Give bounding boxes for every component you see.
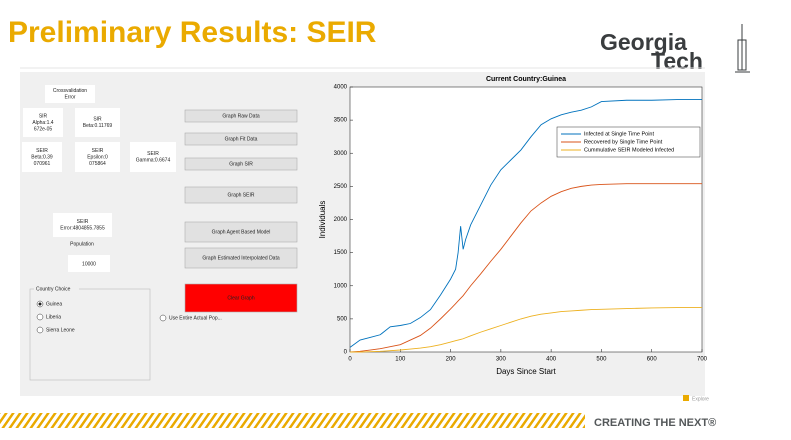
gui-text: SIR — [39, 113, 48, 119]
gui-text: 10000 — [82, 261, 96, 267]
y-tick-label: 3500 — [334, 118, 348, 124]
chart-title: Current Country:Guinea — [486, 76, 566, 83]
tab-label[interactable]: Explore — [692, 396, 709, 402]
button-label[interactable]: Graph Raw Data — [222, 113, 259, 119]
x-tick-label: 300 — [496, 357, 507, 363]
logo-text: Georgia — [600, 29, 687, 55]
gui: CrossvalidationErrorSIRAlpha:1.4672e-05S… — [22, 85, 298, 381]
y-tick-label: 2000 — [334, 217, 348, 223]
y-tick-label: 4000 — [334, 85, 348, 91]
button[interactable] — [184, 221, 298, 243]
gui-text: SEIR — [77, 219, 89, 225]
footer-text: CREATING THE NEXT® — [594, 417, 716, 429]
button[interactable] — [184, 109, 298, 123]
group-box — [29, 288, 151, 381]
gui-text: 672e-05 — [34, 126, 53, 132]
x-tick-label: 500 — [596, 357, 607, 363]
y-tick-label: 500 — [337, 316, 348, 322]
series-line — [350, 307, 702, 353]
y-tick-label: 1500 — [334, 250, 348, 256]
gui-text: Alpha:1.4 — [32, 120, 53, 126]
gui-text: Gamma:0.6674 — [136, 158, 171, 164]
group-label: Country Choice — [36, 286, 71, 292]
gui-text: SEIR — [147, 151, 159, 157]
legend-label: Infected at Single Time Point — [584, 131, 654, 137]
text-box — [45, 85, 95, 103]
gui-text: Epsilon:0 — [87, 154, 108, 160]
y-tick-label: 3000 — [334, 151, 348, 157]
x-tick-label: 0 — [348, 357, 352, 363]
button[interactable] — [184, 247, 298, 269]
text-box — [75, 108, 120, 137]
radio[interactable] — [36, 313, 44, 321]
gui-text: SEIR — [92, 148, 104, 154]
text-box — [22, 142, 62, 172]
gui-text: Error:4804855.7855 — [60, 226, 105, 232]
radio-dot — [38, 302, 42, 306]
gui-text: 075864 — [89, 161, 106, 167]
y-tick-label: 2500 — [334, 184, 348, 190]
stripe-band — [0, 413, 585, 428]
button[interactable] — [184, 186, 298, 204]
y-tick-label: 0 — [344, 350, 348, 356]
x-tick-label: 700 — [697, 357, 708, 363]
chart: Current Country:Guinea Days Since Start In… — [318, 76, 708, 376]
button-label[interactable]: Graph Agent Based Model — [212, 229, 271, 235]
radio-label[interactable]: Liberia — [46, 314, 61, 320]
radio-label[interactable]: Guinea — [46, 301, 62, 307]
series-line — [349, 99, 702, 348]
gui-text: SIR — [93, 117, 102, 123]
radio[interactable] — [36, 326, 44, 334]
text-box — [53, 213, 112, 237]
button-label[interactable]: Graph Fit Data — [225, 136, 258, 142]
button[interactable] — [184, 132, 298, 146]
text-box — [75, 142, 120, 172]
group-label-bg — [34, 285, 79, 293]
x-axis-label: Days Since Start — [496, 367, 556, 376]
button[interactable] — [184, 157, 298, 171]
legend-label: Recovered by Single Time Point — [584, 139, 663, 145]
tab-icon — [683, 395, 689, 401]
button-label[interactable]: Graph SEIR — [228, 192, 255, 198]
text-box — [130, 142, 176, 172]
button-label[interactable]: Graph SIR — [229, 161, 253, 167]
button[interactable] — [184, 283, 298, 313]
legend-label: Cummulative SEIR Modeled Infected — [584, 147, 674, 153]
radio-label[interactable]: Use Entire Actual Pop... — [169, 315, 222, 321]
radio[interactable] — [159, 314, 167, 322]
x-tick-label: 100 — [395, 357, 406, 363]
gui-text: Error — [64, 95, 75, 101]
x-tick-label: 600 — [647, 357, 658, 363]
logo-tower — [735, 24, 750, 73]
gui-text: 070961 — [34, 161, 51, 167]
gui-text: Population — [70, 241, 94, 247]
series-line — [349, 183, 702, 353]
y-tick-label: 1000 — [334, 283, 348, 289]
slide-title: Preliminary Results: SEIR — [8, 16, 377, 49]
gui-text: Crossvalidation — [53, 88, 87, 94]
x-tick-label: 200 — [446, 357, 457, 363]
text-box — [68, 255, 110, 272]
gui-text: Beta:0.39 — [31, 154, 53, 160]
button-label[interactable]: Clear Graph — [227, 295, 254, 301]
x-tick-label: 400 — [546, 357, 557, 363]
y-axis-label: Individuals — [318, 201, 327, 239]
logo-text: Tech — [651, 48, 703, 74]
gui-text: Beta:0.11769 — [83, 123, 113, 129]
button-label[interactable]: Graph Estimated Interpolated Data — [202, 255, 279, 261]
text-box — [23, 108, 63, 137]
gui-text: SEIR — [36, 148, 48, 154]
radio-label[interactable]: Sierra Leone — [46, 327, 75, 333]
